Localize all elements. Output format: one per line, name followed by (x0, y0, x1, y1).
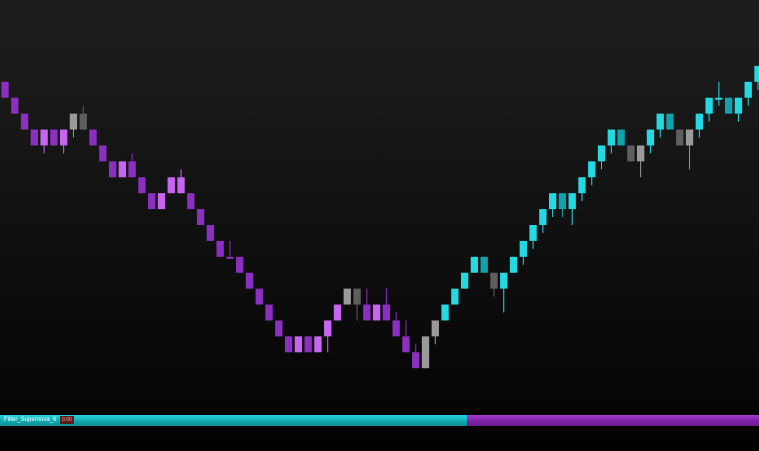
candle-body (402, 336, 410, 353)
candle-body (1, 81, 9, 98)
candle-body (60, 129, 68, 146)
candle-body (627, 145, 635, 162)
candle-body (715, 97, 723, 100)
candle-body (529, 225, 537, 241)
candle-body (578, 177, 586, 194)
candle-body (148, 193, 156, 210)
candle-body (754, 65, 759, 82)
indicator-bull-segment (0, 415, 467, 426)
candle-body (636, 145, 645, 162)
candle-body (157, 193, 166, 210)
candle-body (353, 288, 361, 305)
candle-body (558, 193, 567, 210)
candle-body (392, 320, 400, 337)
candle-body (372, 304, 381, 321)
candle-body (490, 272, 498, 289)
candle-body (40, 129, 48, 146)
candle-body (597, 145, 606, 162)
candle-body (343, 288, 351, 305)
candle-body (50, 129, 58, 146)
candle-body (245, 272, 254, 289)
candle-body (607, 129, 615, 146)
candle-body (79, 113, 87, 130)
indicator-strip: Filter_Supernova_6 0.00 (0, 415, 759, 426)
candle-body (431, 320, 439, 337)
candle-body (646, 129, 655, 146)
indicator-name: Filter_Supernova_6 (4, 417, 57, 423)
candle-body (118, 161, 127, 178)
candle-body (265, 304, 273, 321)
candle-body (568, 193, 576, 210)
candle-body (744, 81, 752, 98)
candle-body (30, 129, 39, 146)
candle-body (216, 240, 224, 257)
candle-body (167, 177, 175, 194)
candle-body (509, 256, 518, 273)
candle-body (519, 240, 527, 257)
chart-header-strip (0, 0, 759, 22)
candle-body (304, 336, 312, 353)
candle-body (695, 113, 703, 130)
candle-body (441, 304, 449, 321)
candle-body (617, 129, 625, 146)
candle-body (11, 97, 19, 114)
candle-body (69, 113, 78, 130)
candle-body (470, 256, 479, 273)
candle-body (539, 209, 547, 225)
candle-body (333, 304, 342, 321)
indicator-bear-segment (467, 415, 759, 426)
candle-body (177, 177, 185, 194)
candle-body (548, 193, 557, 210)
indicator-label: Filter_Supernova_6 0.00 (4, 415, 74, 426)
candle-body (676, 129, 684, 146)
candle-body (666, 113, 674, 130)
candle-body (226, 256, 234, 259)
candle-body (734, 97, 743, 114)
candle-body (363, 304, 371, 321)
candle-body (412, 352, 420, 369)
candle-body (275, 320, 283, 337)
candle-body (99, 145, 107, 162)
candle-body (20, 113, 29, 130)
candle-body (480, 256, 488, 273)
candle-body (421, 336, 430, 369)
candle-body (89, 129, 97, 146)
candle-body (108, 161, 117, 178)
candle-body (196, 209, 205, 225)
candle-body (685, 129, 694, 146)
candle-body (128, 161, 136, 178)
candle-body (451, 288, 459, 305)
candle-body (294, 336, 303, 353)
candle-body (705, 97, 713, 114)
candle-body (138, 177, 146, 194)
candle-body (206, 225, 215, 241)
candle-body (460, 272, 469, 289)
candle-body (588, 161, 596, 178)
candle-body (324, 320, 332, 337)
candle-body (187, 193, 195, 210)
candle-body (500, 272, 508, 289)
candle-body (382, 304, 391, 321)
candle-body (255, 288, 263, 305)
candle-body (724, 97, 733, 114)
candle-body (314, 336, 322, 353)
candle-body (236, 256, 244, 273)
candle-body (284, 336, 293, 353)
indicator-value-badge: 0.00 (60, 416, 74, 424)
candle-body (656, 113, 664, 130)
